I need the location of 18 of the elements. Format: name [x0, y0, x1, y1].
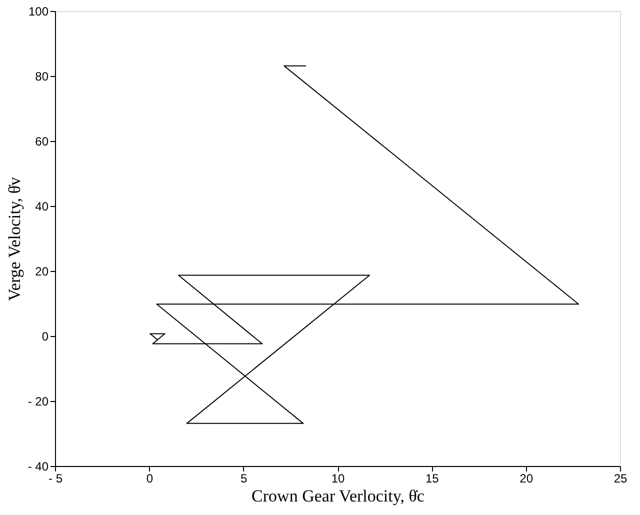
y-tick-label: 100 — [28, 4, 49, 18]
x-tick-label: 10 — [331, 472, 345, 486]
y-tick-label: 0 — [42, 330, 49, 344]
line-series — [150, 65, 580, 424]
y-tick-label: - 20 — [28, 394, 49, 408]
x-tick-label: 25 — [614, 472, 628, 486]
y-tick-label: 80 — [35, 70, 49, 84]
y-axis-title: Verge Velocity, θ̇v — [4, 176, 24, 301]
x-tick-label: 20 — [520, 472, 534, 486]
y-tick-label: - 40 — [28, 460, 49, 474]
y-tick-label: 60 — [35, 134, 49, 148]
x-tick-label: - 5 — [48, 472, 63, 486]
x-tick-label: 5 — [240, 472, 248, 486]
y-tick-label: 40 — [35, 200, 49, 214]
x-tick-label: 15 — [425, 472, 440, 486]
y-tick-label: 20 — [35, 264, 49, 278]
x-axis-title: Crown Gear Verlocity, θ̇c — [252, 486, 425, 506]
x-tick-label: 0 — [146, 472, 154, 486]
